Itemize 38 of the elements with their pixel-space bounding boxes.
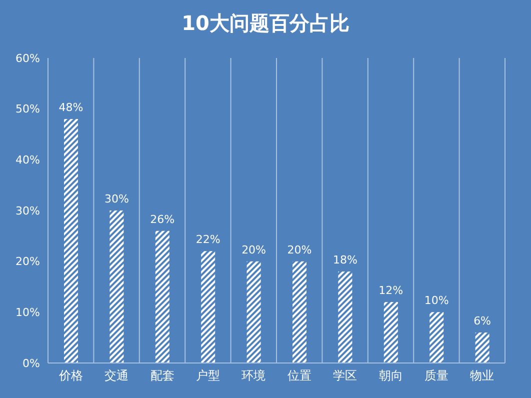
bar (201, 251, 216, 363)
x-tick-label: 质量 (424, 368, 448, 383)
data-label: 20% (242, 243, 266, 256)
x-tick-label: 位置 (287, 368, 312, 383)
bar (338, 272, 352, 363)
x-tick-label: 环境 (242, 368, 266, 383)
bar (246, 261, 261, 363)
bar (155, 230, 170, 363)
x-tick-label: 价格 (58, 368, 83, 383)
bar (384, 302, 398, 363)
bar (475, 332, 490, 363)
y-tick-label: 50% (16, 102, 40, 116)
data-label: 18% (332, 254, 358, 266)
x-tick-label: 交通 (104, 368, 129, 383)
y-tick-label: 30% (16, 204, 40, 218)
data-label: 6% (474, 314, 492, 328)
data-label: 12% (378, 284, 404, 297)
x-tick-label: 物业 (470, 368, 494, 383)
bar (64, 119, 78, 363)
data-label: 20% (287, 243, 312, 256)
bar (292, 261, 306, 363)
bar (110, 210, 124, 363)
bar (430, 312, 444, 363)
x-tick-label: 配套 (150, 368, 174, 383)
x-tick-label: 朝向 (378, 368, 403, 383)
x-tick-label: 学区 (333, 368, 358, 383)
data-label: 26% (150, 212, 175, 226)
y-tick-label: 40% (16, 154, 40, 167)
data-label: 22% (196, 233, 220, 246)
x-tick-label: 户型 (196, 368, 220, 383)
data-label: 10% (424, 294, 449, 308)
data-label: 30% (104, 192, 129, 206)
y-tick-label: 10% (16, 306, 40, 320)
y-tick-label: 0% (22, 356, 40, 370)
chart-title: 10大问题百分占比 (180, 10, 350, 37)
y-tick-label: 20% (16, 255, 40, 268)
y-tick-label: 60% (16, 52, 40, 65)
data-label: 48% (58, 101, 84, 114)
